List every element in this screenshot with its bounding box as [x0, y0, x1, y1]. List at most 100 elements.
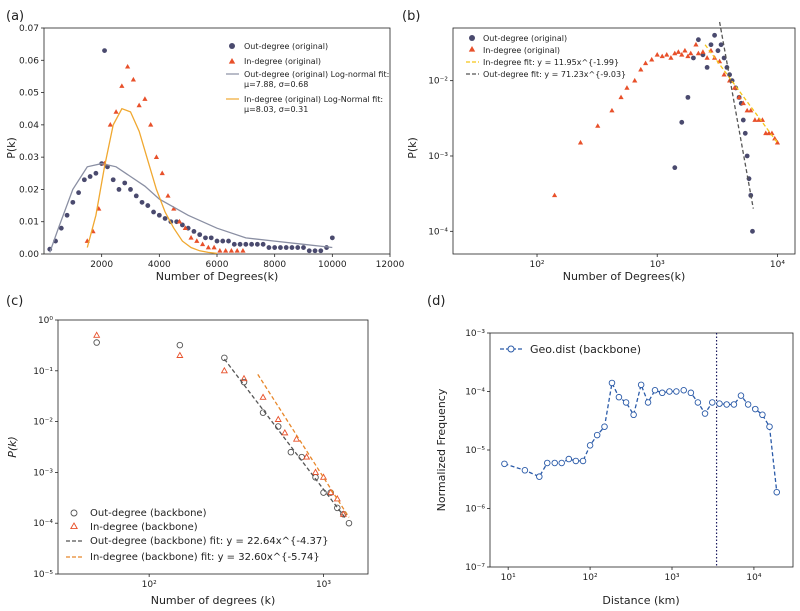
panel-a-xlabel: Number of Degrees(k) [156, 270, 279, 283]
panel-a-series-1-point [240, 247, 246, 253]
panel-b-series-1-point [618, 94, 624, 100]
panel-d-series-0-point [687, 389, 695, 397]
panel-b-series-1-point [748, 107, 754, 113]
panel-b-series-1-point [744, 107, 750, 113]
panel-a-ytick-label: 0.00 [19, 250, 39, 260]
panel-b-series-1-point [654, 52, 660, 57]
panel-b-series-1-point [693, 41, 699, 47]
panel-a-series-0-point [122, 180, 128, 186]
panel-c-legend-entry-in-fit: In-degree (backbone) fit: y = 32.60x^{-5… [90, 552, 320, 563]
panel-c-series-1-point [240, 374, 248, 382]
panel-b-series-1-point [736, 94, 742, 100]
panel-a-series-0-point [110, 177, 116, 183]
panel-a-series-1-point [159, 170, 165, 176]
panel-b-legend: Out-degree (original) In-degree (origina… [466, 34, 626, 79]
panel-a-series-0-point [220, 238, 226, 244]
panel-b-series-1-point [638, 66, 644, 72]
panel-a-series-0-point [272, 245, 278, 250]
panel-b-ylabel: P(k) [406, 137, 419, 159]
panel-a-series-1-point [165, 193, 171, 198]
panel-c-series-1-point [319, 473, 328, 480]
panel-c-series-1-point [93, 331, 101, 338]
panel-b-series-1-point [649, 56, 655, 62]
panel-c-series-1-point [274, 415, 282, 422]
panel-d-series-0-point [536, 473, 543, 480]
panel-c-series-0-point [93, 339, 100, 346]
panel-a-legend-entry-in: In-degree (original) [244, 57, 321, 66]
panel-b-series-0-point [742, 130, 748, 136]
panel-d-series-0-point [759, 411, 766, 419]
panel-b-series-1-point [740, 100, 746, 106]
panel-c-ytick-label: 10⁻⁵ [33, 570, 53, 580]
panel-d-series-0-point [608, 379, 616, 387]
panel-c-series-0-point [320, 489, 327, 496]
panel-a-legend-entry-in-fit-params: μ=8.03, σ=0.31 [244, 105, 308, 114]
panel-d-series-0-point [673, 388, 680, 395]
panel-c-chart: (c) P(k) Number of degrees (k) Out-degre… [6, 294, 369, 607]
panel-a-series-0-point [329, 235, 335, 241]
panel-a-series-0-point [102, 48, 107, 53]
panel-d-chart: (d) Normalized Frequency Distance (km) G… [427, 294, 794, 607]
panel-d-series-0-point [651, 387, 659, 394]
panel-d-series-0-point [630, 411, 637, 419]
panel-d-legend-entry: Geo.dist (backbone) [530, 343, 641, 356]
panel-b-series-1-point [682, 47, 688, 53]
panel-d-series-0-point [716, 400, 723, 407]
panel-d-series-0-point [644, 399, 652, 406]
panel-c-ytick-label: 10⁻¹ [33, 367, 53, 377]
panel-d-series-0-point [593, 431, 601, 439]
panel-d-series-0-point [766, 423, 773, 430]
panel-a-series-1-point [199, 241, 206, 247]
panel-a-ytick-label: 0.01 [19, 218, 39, 228]
panel-d-series-0-point [622, 399, 630, 406]
panel-c-series-0-point [176, 341, 184, 349]
panel-b-series-0-point [750, 228, 755, 234]
panel-b-series-1-point [752, 117, 758, 122]
panel-a-legend-entry-out-fit: Out-degree (original) Log-normal fit: [244, 70, 389, 79]
panel-a-series-1-point [153, 154, 160, 159]
panel-a-series-1-point [211, 244, 217, 250]
panel-b-legend-entry-out-fit: Out-degree fit: y = 71.23x^{-9.03} [483, 70, 626, 79]
panel-d-series-0-point [744, 401, 752, 408]
panel-a-series-1-point [107, 122, 113, 127]
panel-c-series-1-point [220, 366, 228, 374]
panel-a-series-1-point [194, 238, 200, 243]
panel-d-ylabel: Normalized Frequency [435, 388, 448, 511]
panel-a-series-1-point [119, 83, 125, 88]
panel-b-series-0-point [708, 42, 714, 48]
panel-b-series-1-point [695, 50, 701, 56]
panel-c-xtick-label: 10³ [316, 580, 331, 590]
panel-a-series-0-point [203, 235, 208, 241]
panel-a-series-0-point [301, 245, 306, 250]
panel-b-series-1-point [685, 53, 691, 59]
panel-b-ytick-label: 10⁻² [428, 77, 448, 87]
panel-c-series-1-point [333, 495, 341, 502]
panel-b-xtick-label: 10² [529, 260, 544, 270]
panel-a-series-0-point [283, 245, 289, 250]
panel-a-series-0-point [116, 187, 122, 192]
panel-c-ytick-label: 10⁻² [33, 418, 53, 428]
panel-d-series-0-point [637, 381, 645, 389]
panel-b-plot-frame [452, 27, 796, 255]
panel-a-xtick-label: 6000 [206, 260, 229, 270]
panel-d-series-0-point [666, 388, 673, 395]
panel-b-series-1-point [731, 85, 738, 90]
panel-a-xtick-label: 12000 [376, 260, 405, 270]
panel-a-series-3-line [86, 107, 218, 255]
panel-a-series-0-point [197, 232, 203, 238]
panel-a-series-1-point [182, 225, 188, 230]
panel-d-xtick-label: 10⁴ [746, 573, 761, 583]
panel-a-legend-entry-out: Out-degree (original) [244, 42, 328, 51]
panel-d-series-0-point [579, 457, 587, 465]
panel-b-series-1-point [700, 49, 706, 54]
panel-c-label: (c) [6, 294, 23, 309]
panel-b-series-0-point [704, 64, 710, 70]
panel-b-series-1-point [721, 71, 727, 77]
panel-b-series-0-point [740, 117, 746, 123]
panel-c-series-1-point [176, 351, 184, 358]
panel-b-series-1-point [756, 117, 762, 122]
panel-a-xtick-label: 2000 [90, 260, 113, 270]
panel-a-series-0-point [318, 248, 324, 254]
panel-c-ytick-label: 10⁻³ [33, 468, 53, 478]
